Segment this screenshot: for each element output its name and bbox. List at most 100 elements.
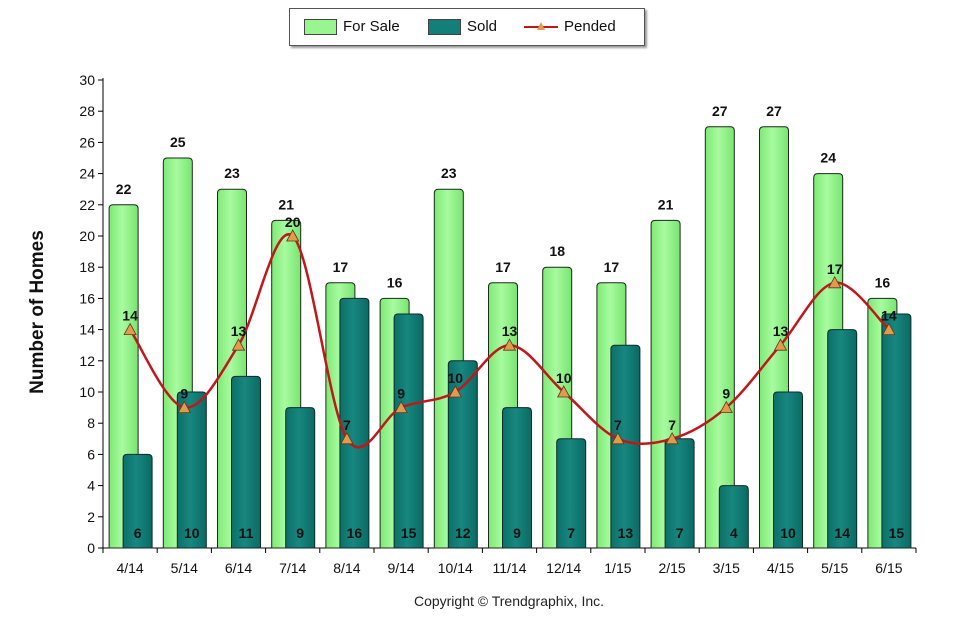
x-tick-label: 8/14 (333, 560, 360, 576)
x-tick-label: 4/15 (767, 560, 794, 576)
for-sale-value-label: 17 (604, 259, 620, 275)
legend-item-for-sale: For Sale (304, 18, 400, 35)
sold-value-label: 7 (567, 525, 575, 541)
pended-marker (665, 431, 679, 445)
for-sale-bar (704, 126, 735, 549)
for-sale-value-label: 17 (495, 259, 511, 275)
for-sale-value-label: 16 (875, 274, 891, 290)
x-tick-label: 12/14 (546, 560, 581, 576)
x-tick-label: 5/15 (821, 560, 848, 576)
x-tick-label: 1/15 (604, 560, 631, 576)
legend-label-sold: Sold (467, 18, 498, 35)
pended-marker (177, 400, 191, 413)
for-sale-swatch-icon (304, 18, 337, 35)
sold-bar (718, 485, 749, 549)
pended-marker (394, 400, 408, 413)
for-sale-value-label: 18 (549, 243, 565, 259)
sold-bar (556, 438, 587, 549)
sold-value-label: 14 (834, 525, 850, 541)
sold-value-label: 16 (347, 525, 363, 541)
legend-label-for-sale: For Sale (343, 18, 400, 35)
x-tick-label: 4/14 (116, 560, 143, 576)
x-tick-label: 6/14 (225, 560, 252, 576)
sold-bar (393, 313, 424, 549)
pended-marker (719, 400, 733, 413)
pended-value-label: 13 (773, 323, 789, 339)
sold-bar (231, 375, 261, 549)
for-sale-value-label: 23 (224, 165, 240, 181)
pended-value-label: 17 (827, 261, 843, 277)
y-axis-title: Number of Homes (27, 230, 48, 394)
sold-value-label: 15 (889, 525, 905, 541)
sold-bar (122, 453, 153, 549)
y-tick-label: 18 (79, 259, 95, 275)
sold-value-label: 9 (513, 525, 521, 541)
sold-bar (827, 329, 858, 549)
pended-value-label: 9 (722, 386, 730, 402)
for-sale-value-label: 27 (712, 103, 728, 119)
pended-value-label: 13 (502, 323, 518, 339)
sold-value-label: 6 (134, 525, 142, 541)
legend: For Sale Sold Pended (289, 8, 645, 46)
for-sale-value-label: 17 (333, 259, 349, 275)
for-sale-value-label: 16 (387, 274, 403, 290)
for-sale-value-label: 21 (658, 196, 674, 212)
sold-bar (339, 297, 370, 549)
x-tick-label: 11/14 (493, 560, 527, 576)
y-tick-label: 6 (87, 446, 95, 462)
x-tick-label: 2/15 (658, 560, 685, 576)
sold-value-label: 10 (184, 525, 200, 541)
y-tick-label: 2 (87, 509, 95, 525)
pended-marker (340, 431, 354, 445)
x-tick-label: 7/14 (279, 560, 306, 576)
pended-marker (773, 338, 788, 351)
pended-marker (882, 322, 896, 335)
y-tick-label: 8 (87, 415, 95, 431)
y-tick-label: 20 (79, 228, 95, 244)
pended-value-label: 14 (122, 308, 138, 324)
sold-value-label: 13 (618, 525, 634, 541)
y-tick-label: 14 (79, 322, 95, 338)
x-tick-label: 10/14 (438, 560, 473, 576)
pended-value-label: 10 (448, 370, 464, 386)
legend-item-sold: Sold (428, 18, 497, 35)
pended-line-group (123, 229, 896, 449)
y-tick-label: 30 (79, 72, 95, 88)
copyright-footer: Copyright © Trendgraphix, Inc. (414, 593, 604, 609)
sold-value-label: 12 (455, 525, 471, 541)
sold-bar (773, 391, 803, 549)
pended-line-icon (524, 19, 558, 35)
sold-bars (122, 297, 912, 549)
for-sale-value-label: 25 (170, 134, 186, 150)
x-tick-label: 9/14 (387, 560, 414, 576)
pended-marker (611, 431, 625, 445)
for-sale-value-label: 23 (441, 165, 457, 181)
pended-line (129, 233, 890, 449)
sold-value-label: 11 (239, 525, 254, 541)
pended-value-label: 14 (881, 308, 897, 324)
sold-value-label: 9 (296, 525, 304, 541)
sold-value-label: 7 (676, 525, 684, 541)
y-tick-label: 4 (87, 478, 95, 494)
y-tick-label: 16 (79, 290, 95, 306)
pended-marker (231, 338, 246, 351)
pended-value-label: 10 (556, 370, 572, 386)
pended-value-label: 7 (614, 417, 622, 433)
pended-marker (502, 338, 517, 351)
y-tick-label: 22 (79, 197, 95, 213)
sold-value-label: 4 (730, 525, 738, 541)
sold-bar (285, 407, 316, 549)
sold-bar (502, 407, 532, 549)
for-sale-value-label: 22 (116, 181, 132, 197)
data-labels: 22 25 23 21 17 16 23 17 18 17 21 27 27 24 16 6 10 11 9 16 15… (116, 103, 905, 541)
x-tick-label: 5/14 (171, 560, 198, 576)
pended-value-label: 20 (285, 214, 301, 230)
pended-marker (286, 229, 300, 242)
y-tick-label: 28 (79, 103, 95, 119)
y-tick-label: 12 (79, 353, 95, 369)
sold-bar (447, 360, 478, 549)
x-tick-label: 3/15 (713, 560, 740, 576)
y-tick-label: 10 (79, 384, 95, 400)
pended-value-label: 9 (397, 386, 405, 402)
